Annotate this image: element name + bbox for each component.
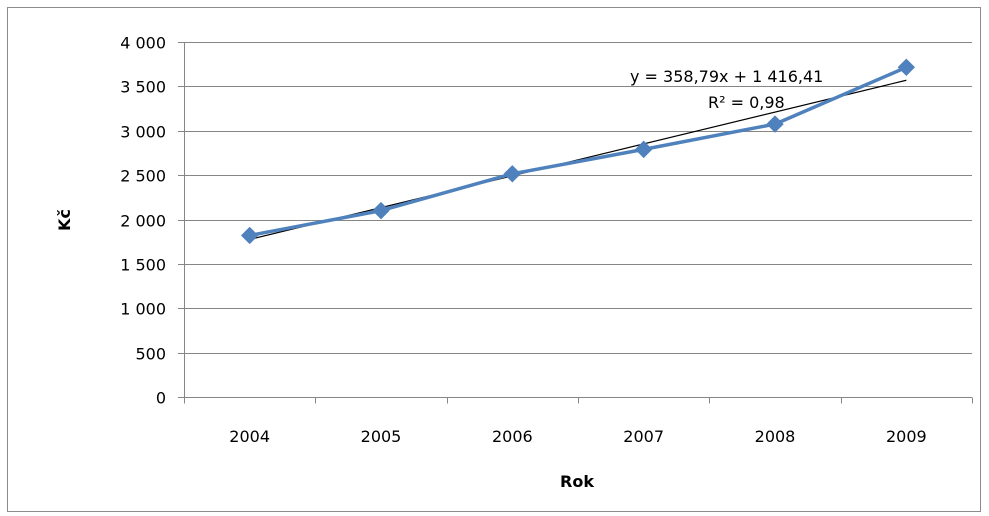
data-point-marker bbox=[503, 165, 522, 183]
y-tick-label: 0 bbox=[156, 389, 166, 408]
y-axis-title: Kč bbox=[55, 209, 74, 231]
x-tick-labels: 2004 2005 2006 2007 2008 2009 bbox=[229, 427, 926, 446]
x-tick-label: 2007 bbox=[623, 427, 664, 446]
series-line bbox=[249, 65, 908, 238]
y-tick-label: 1 500 bbox=[120, 256, 166, 275]
data-point-marker bbox=[372, 201, 390, 220]
x-tick-label: 2005 bbox=[361, 427, 402, 446]
y-tick-labels: 0 500 1 000 1 500 2 000 2 500 3 000 3 500 4 000 bbox=[120, 34, 166, 408]
y-tick-label: 2 000 bbox=[120, 212, 166, 231]
annotations: y = 358,79x + 1 416,41 R² = 0,98 bbox=[630, 67, 823, 112]
series-group bbox=[240, 58, 916, 245]
x-tick-label: 2008 bbox=[755, 427, 796, 446]
y-tick-label: 3 500 bbox=[120, 78, 166, 97]
y-tick-label: 500 bbox=[135, 345, 166, 364]
data-point-marker bbox=[240, 226, 259, 245]
x-tick-label: 2004 bbox=[229, 427, 270, 446]
data-point-marker bbox=[766, 115, 784, 133]
x-tick-label: 2006 bbox=[492, 427, 533, 446]
trendline-r-squared: R² = 0,98 bbox=[708, 93, 785, 112]
data-point-marker bbox=[897, 58, 916, 77]
trendline-equation: y = 358,79x + 1 416,41 bbox=[630, 67, 823, 86]
axes bbox=[178, 42, 973, 404]
y-tick-label: 1 000 bbox=[120, 300, 166, 319]
gridlines bbox=[184, 42, 972, 354]
y-tick-label: 4 000 bbox=[120, 34, 166, 53]
x-tick-label: 2009 bbox=[886, 427, 927, 446]
y-tick-label: 3 000 bbox=[120, 123, 166, 142]
chart-frame bbox=[7, 7, 981, 512]
data-point-marker bbox=[634, 140, 653, 159]
x-axis-title: Rok bbox=[560, 472, 594, 491]
y-tick-label: 2 500 bbox=[120, 167, 166, 186]
